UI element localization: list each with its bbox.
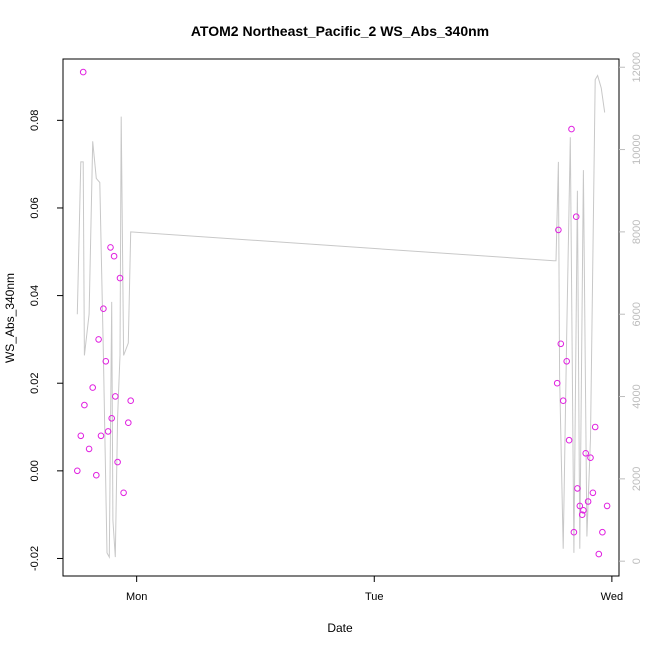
data-point — [565, 436, 573, 444]
data-point — [116, 274, 124, 282]
y-tick-label: 0.04 — [29, 285, 41, 306]
x-axis: Mon Tue Wed — [126, 576, 623, 603]
y-right-tick-label: 4000 — [631, 384, 643, 408]
y-tick-label: 0.02 — [29, 373, 41, 394]
data-point — [125, 419, 132, 427]
data-point — [568, 125, 575, 133]
data-point — [584, 498, 592, 505]
data-point — [120, 489, 127, 497]
data-point — [559, 397, 567, 405]
data-point — [97, 432, 105, 440]
data-point — [74, 467, 81, 475]
y-right-tick-label: 0 — [631, 558, 643, 564]
y-tick-label: -0.02 — [29, 546, 41, 571]
x-tick-label: Mon — [126, 591, 147, 603]
data-point — [108, 415, 115, 422]
y-axis-label: WS_Abs_340nm — [3, 273, 17, 363]
data-point — [591, 423, 599, 431]
data-point — [81, 401, 88, 409]
data-point — [578, 511, 586, 519]
plot-box — [62, 58, 620, 577]
data-point — [570, 528, 578, 536]
data-point — [89, 384, 96, 391]
data-point — [589, 489, 597, 497]
magenta-point-series — [74, 68, 611, 558]
y-right-tick-label: 10000 — [631, 134, 643, 165]
data-point — [582, 450, 590, 457]
chart-title: ATOM2 Northeast_Pacific_2 WS_Abs_340nm — [191, 23, 489, 39]
data-point — [107, 244, 114, 251]
data-point — [104, 428, 112, 435]
data-point — [563, 358, 571, 365]
y-right-tick-label: 6000 — [631, 302, 643, 326]
data-point — [77, 432, 85, 440]
data-point — [112, 393, 119, 400]
data-point — [576, 502, 584, 510]
data-point — [574, 485, 581, 492]
y-axis-right: 0 2000 4000 6000 8000 10000 12000 — [619, 52, 643, 564]
y-right-tick-label: 2000 — [631, 467, 643, 491]
x-axis-label: Date — [327, 621, 353, 635]
gray-series-line — [76, 74, 606, 560]
data-point — [79, 68, 87, 76]
data-point — [114, 458, 121, 466]
data-point — [555, 226, 562, 234]
x-tick-label: Tue — [365, 591, 384, 603]
data-point — [572, 213, 580, 220]
data-point — [603, 502, 611, 510]
y-tick-label: 0.06 — [29, 197, 41, 218]
y-right-tick-label: 8000 — [631, 220, 643, 244]
y-tick-label: 0.00 — [29, 460, 41, 481]
data-point — [95, 336, 102, 343]
data-point — [595, 550, 603, 558]
data-point — [553, 379, 561, 387]
gray-line-series — [76, 74, 606, 560]
y-axis-left: -0.02 0.00 0.02 0.04 0.06 0.08 — [29, 110, 63, 571]
data-point — [587, 454, 594, 462]
data-point — [93, 471, 100, 479]
data-point — [599, 528, 606, 536]
data-point — [110, 252, 118, 260]
x-tick-label: Wed — [601, 591, 623, 603]
y-tick-label: 0.08 — [29, 110, 41, 131]
data-point — [557, 340, 565, 348]
y-right-tick-label: 12000 — [631, 52, 643, 83]
data-point — [100, 305, 107, 313]
data-point — [85, 445, 93, 453]
data-point — [127, 397, 134, 405]
data-point — [580, 507, 587, 514]
data-point — [102, 358, 110, 365]
